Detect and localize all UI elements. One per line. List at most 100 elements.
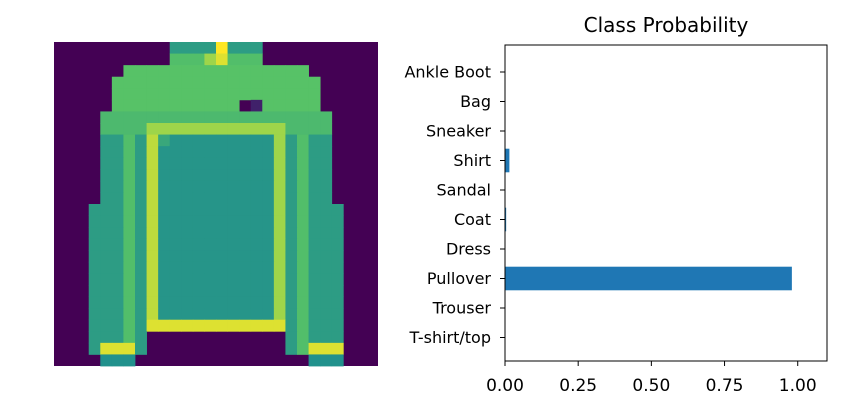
image-pixel xyxy=(285,76,298,89)
image-pixel xyxy=(331,308,344,321)
image-pixel xyxy=(146,273,159,286)
image-pixel xyxy=(262,65,275,78)
image-pixel xyxy=(169,285,182,297)
image-pixel xyxy=(285,134,298,147)
image-pixel xyxy=(216,88,228,101)
y-tick-label: Coat xyxy=(454,210,491,229)
image-pixel xyxy=(169,319,182,332)
image-pixel xyxy=(135,250,147,263)
image-pixel xyxy=(273,99,286,112)
chart-title: Class Probability xyxy=(584,13,749,37)
x-tick-label: 1.00 xyxy=(779,376,817,396)
image-pixel xyxy=(169,296,182,309)
image-pixel xyxy=(169,146,182,159)
image-pixel xyxy=(146,227,159,240)
image-pixel xyxy=(181,134,194,147)
image-pixel xyxy=(192,296,205,309)
image-pixel xyxy=(169,99,182,112)
image-pixel xyxy=(204,157,217,170)
image-pixel xyxy=(146,238,159,251)
image-pixel xyxy=(204,308,217,321)
image-pixel xyxy=(123,204,136,216)
image-pixel xyxy=(169,123,182,135)
image-pixel xyxy=(297,285,309,297)
image-pixel xyxy=(308,76,321,89)
image-pixel xyxy=(111,215,124,228)
image-pixel xyxy=(297,111,309,124)
image-pixel xyxy=(297,169,309,182)
image-pixel xyxy=(181,99,194,112)
image-pixel xyxy=(239,180,252,193)
image-pixel xyxy=(262,204,275,216)
image-pixel xyxy=(169,227,182,240)
image-pixel xyxy=(146,76,159,89)
image-pixel xyxy=(285,296,298,309)
image-pixel xyxy=(135,204,147,216)
image-pixel xyxy=(135,342,147,355)
image-pixel xyxy=(100,250,113,263)
image-pixel xyxy=(135,123,147,135)
image-pixel xyxy=(192,308,205,321)
image-pixel xyxy=(123,146,136,159)
image-pixel xyxy=(227,192,240,205)
image-pixel xyxy=(158,123,171,135)
image-pixel xyxy=(158,296,171,309)
image-pixel xyxy=(181,215,194,228)
image-pixel xyxy=(262,215,275,228)
image-pixel xyxy=(100,273,113,286)
image-pixel xyxy=(262,285,275,297)
image-pixel xyxy=(297,134,309,147)
image-pixel xyxy=(262,238,275,251)
image-pixel xyxy=(181,180,194,193)
image-pixel xyxy=(111,342,124,355)
image-pixel xyxy=(250,192,263,205)
image-pixel xyxy=(111,354,124,367)
image-pixel xyxy=(204,65,217,78)
image-pixel xyxy=(100,261,113,274)
image-pixel xyxy=(111,250,124,263)
image-pixel xyxy=(192,192,205,205)
image-pixel xyxy=(320,111,333,124)
image-pixel xyxy=(123,192,136,205)
image-pixel xyxy=(308,319,321,332)
image-pixel xyxy=(216,273,228,286)
image-pixel xyxy=(181,285,194,297)
image-pixel xyxy=(192,215,205,228)
image-pixel xyxy=(227,250,240,263)
image-pixel xyxy=(285,146,298,159)
image-pixel xyxy=(135,285,147,297)
image-pixel xyxy=(262,169,275,182)
image-pixel xyxy=(192,204,205,216)
image-pixel xyxy=(181,88,194,101)
image-pixel xyxy=(262,296,275,309)
y-tick-label: Pullover xyxy=(427,269,492,288)
image-pixel xyxy=(250,273,263,286)
image-pixel xyxy=(297,273,309,286)
image-pixel xyxy=(320,123,333,135)
image-pixel xyxy=(320,227,333,240)
image-pixel xyxy=(169,134,182,147)
image-pixel xyxy=(135,146,147,159)
image-pixel xyxy=(111,227,124,240)
image-pixel xyxy=(216,215,228,228)
image-pixel xyxy=(227,111,240,124)
image-pixel xyxy=(285,238,298,251)
image-pixel xyxy=(146,111,159,124)
image-pixel xyxy=(320,354,333,367)
image-pixel xyxy=(181,204,194,216)
image-pixel xyxy=(135,331,147,344)
image-pixel xyxy=(181,261,194,274)
image-pixel xyxy=(273,192,286,205)
image-pixel xyxy=(227,215,240,228)
image-pixel xyxy=(100,169,113,182)
image-pixel xyxy=(111,157,124,170)
image-pixel xyxy=(308,285,321,297)
image-pixel xyxy=(262,88,275,101)
image-pixel xyxy=(239,319,252,332)
image-pixel xyxy=(111,285,124,297)
image-pixel xyxy=(239,261,252,274)
image-pixel xyxy=(123,273,136,286)
image-pixel xyxy=(111,134,124,147)
image-pixel xyxy=(273,88,286,101)
image-pixel xyxy=(239,42,252,54)
